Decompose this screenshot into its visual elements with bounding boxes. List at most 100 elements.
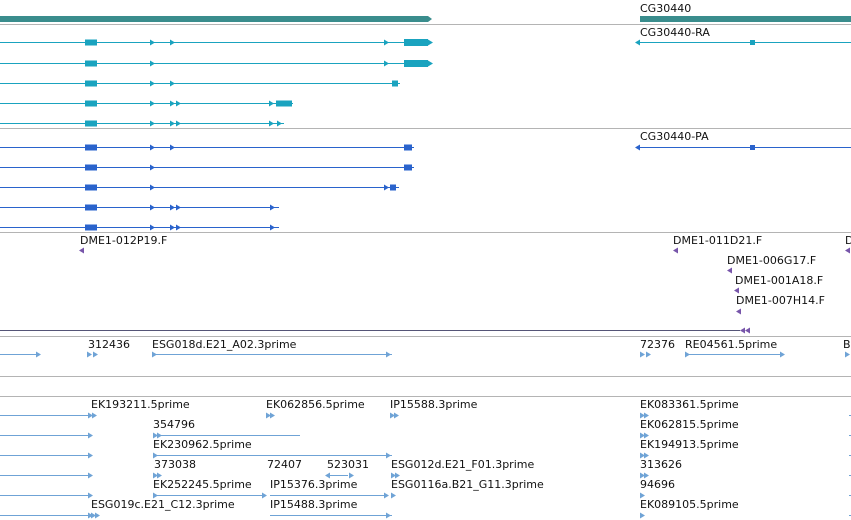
exon-block[interactable] [404, 60, 428, 67]
arrow-right-icon [92, 412, 97, 419]
arrow-right-icon [88, 472, 93, 479]
exon-block[interactable] [276, 100, 292, 107]
arrow-right-icon [153, 472, 158, 479]
arrow-right-icon [277, 120, 282, 127]
est-label[interactable]: 313626 [640, 458, 682, 471]
arrow-right-icon [386, 452, 391, 459]
arrow-right-icon [170, 204, 175, 211]
arrow-right-icon [640, 412, 645, 419]
arrow-left-icon [740, 327, 745, 334]
arrow-right-icon [386, 351, 391, 358]
est-label[interactable]: IP15588.3prime [390, 398, 478, 411]
est-label[interactable]: EK193211.5prime [91, 398, 190, 411]
arrow-right-icon [644, 452, 649, 459]
arrow-right-icon [170, 144, 175, 151]
est-label[interactable]: EK083361.5prime [640, 398, 739, 411]
exon-block[interactable] [85, 144, 97, 151]
protein-label[interactable]: CG30440-PA [640, 130, 709, 143]
arrow-right-icon [150, 120, 155, 127]
arrow-right-icon [153, 492, 158, 499]
arrow-right-icon [390, 412, 395, 419]
arrow-left-icon [734, 287, 739, 294]
est-label[interactable]: EK062856.5prime [266, 398, 365, 411]
arrow-right-icon [170, 224, 175, 231]
arrow-right-icon [170, 80, 175, 87]
exon-block[interactable] [85, 224, 97, 231]
exon-block[interactable] [404, 144, 412, 151]
arrow-right-icon [644, 412, 649, 419]
arrow-right-icon [150, 80, 155, 87]
arrow-right-icon [395, 472, 400, 479]
transcript-label[interactable]: CG30440-RA [640, 26, 710, 39]
exon-block[interactable] [85, 39, 97, 46]
arrow-left-icon [79, 247, 84, 254]
arrow-right-icon [157, 472, 162, 479]
est-label[interactable]: ESG019c.E21_C12.3prime [91, 498, 235, 511]
arrow-right-icon [640, 512, 645, 519]
arrow-right-icon [150, 204, 155, 211]
exon-block[interactable] [404, 164, 412, 171]
est-label[interactable]: IP15376.3prime [270, 478, 358, 491]
arrow-right-icon [384, 60, 389, 67]
gene-feature[interactable] [0, 16, 432, 22]
arrow-right-icon [270, 204, 275, 211]
exon-block[interactable] [85, 204, 97, 211]
exon-block[interactable] [85, 100, 97, 107]
exon-block[interactable] [85, 80, 97, 87]
est-label[interactable]: EK252245.5prime [153, 478, 252, 491]
probe-label[interactable]: DME1-007H14.F [736, 294, 825, 307]
est-label[interactable]: ESG018d.E21_A02.3prime [152, 338, 297, 351]
arrow-right-icon [640, 492, 645, 499]
est-label[interactable]: EK089105.5prime [640, 498, 739, 511]
arrow-right-icon [150, 60, 155, 67]
arrow-right-icon [262, 492, 267, 499]
exon-block[interactable] [390, 184, 396, 191]
gene-feature[interactable] [640, 16, 851, 22]
arrow-right-icon [150, 100, 155, 107]
arrow-right-icon [150, 224, 155, 231]
est-label[interactable]: 312436 [88, 338, 130, 351]
exon-block[interactable] [404, 39, 428, 46]
probe-label[interactable]: DME1-011D21.F [673, 234, 763, 247]
est-label[interactable]: 94696 [640, 478, 675, 491]
arrow-right-icon [269, 120, 274, 127]
probe-label[interactable]: DME1-006G17.F [727, 254, 817, 267]
exon-block[interactable] [85, 184, 97, 191]
arrow-right-icon [391, 472, 396, 479]
probe-label[interactable]: DME1-001A18.F [735, 274, 824, 287]
arrow-left-icon [727, 267, 732, 274]
exon-block[interactable] [85, 164, 97, 171]
arrow-right-icon [150, 144, 155, 151]
arrow-right-icon [95, 512, 100, 519]
arrow-right-icon [384, 184, 389, 191]
est-label[interactable]: EK062815.5prime [640, 418, 739, 431]
est-label[interactable]: 523031 [327, 458, 369, 471]
arrow-right-icon [150, 39, 155, 46]
exon-block[interactable] [85, 60, 97, 67]
exon-block[interactable] [85, 120, 97, 127]
arrow-right-icon [88, 412, 93, 419]
arrow-right-icon [270, 224, 275, 231]
est-label[interactable]: EK230962.5prime [153, 438, 252, 451]
est-label[interactable]: ESG012d.E21_F01.3prime [391, 458, 535, 471]
est-label[interactable]: 72407 [267, 458, 302, 471]
est-label[interactable]: 354796 [153, 418, 195, 431]
est-label[interactable]: IP15488.3prime [270, 498, 358, 511]
exon-block[interactable] [750, 145, 755, 150]
est-label[interactable]: EK194913.5prime [640, 438, 739, 451]
gene-label[interactable]: CG30440 [640, 2, 692, 15]
exon-block[interactable] [392, 80, 398, 87]
arrow-right-icon [428, 60, 433, 67]
exon-block[interactable] [750, 40, 755, 45]
est-label[interactable]: B [843, 338, 851, 351]
arrow-right-icon [269, 100, 274, 107]
probe-label[interactable]: DME1-012P19.F [80, 234, 168, 247]
est-label[interactable]: 373038 [154, 458, 196, 471]
est-label[interactable]: RE04561.5prime [685, 338, 778, 351]
probe-label[interactable]: D [845, 234, 851, 247]
arrow-left-icon [745, 327, 750, 334]
arrow-right-icon [349, 472, 354, 479]
est-label[interactable]: 72376 [640, 338, 675, 351]
arrow-right-icon [152, 351, 157, 358]
est-label[interactable]: ESG0116a.B21_G11.3prime [391, 478, 544, 491]
